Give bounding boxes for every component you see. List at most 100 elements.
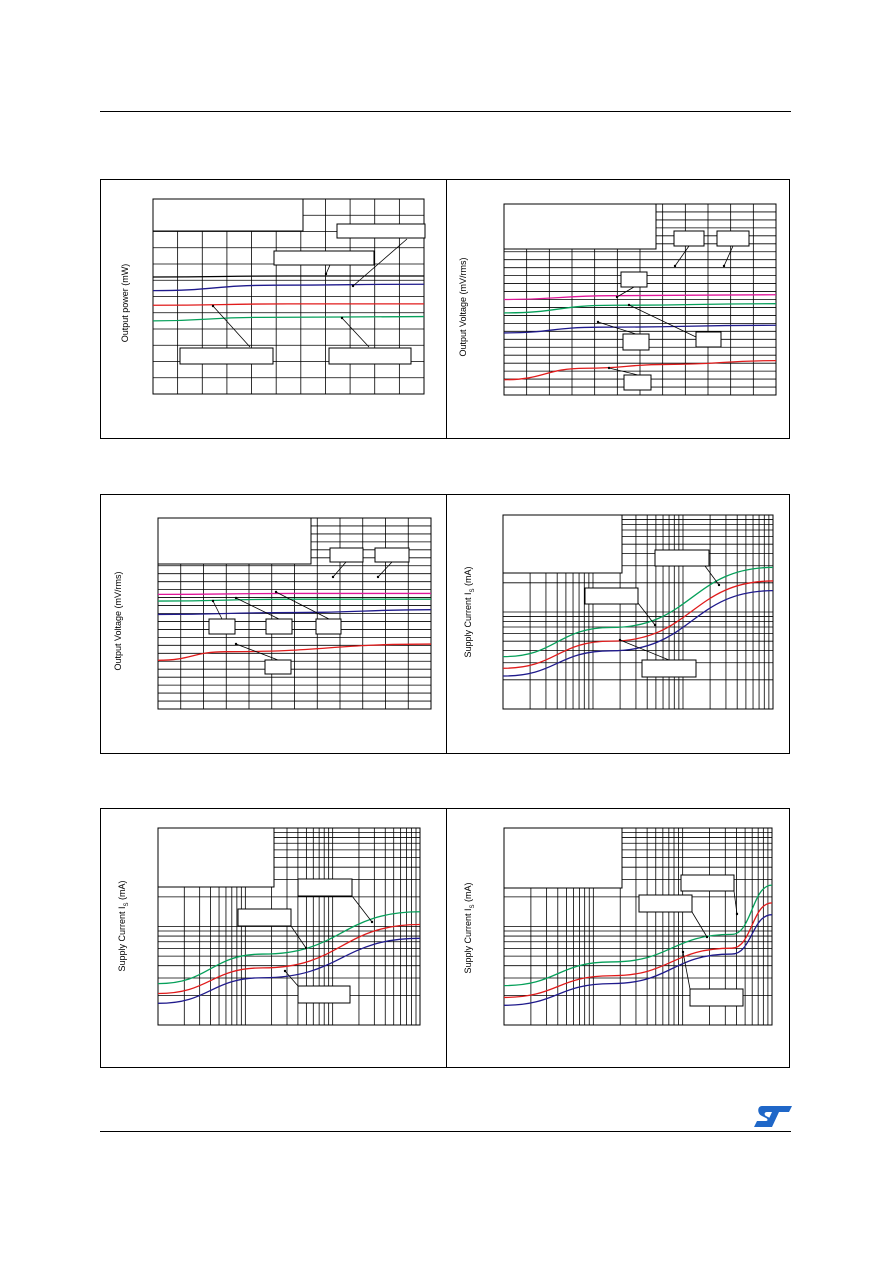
annotation-box bbox=[265, 618, 293, 635]
series-line-magenta bbox=[157, 592, 431, 596]
leader-line bbox=[608, 367, 639, 376]
y-axis-label-unit: (mA) bbox=[463, 882, 473, 904]
leader-tip bbox=[618, 638, 622, 642]
plot-frame bbox=[157, 827, 421, 1026]
series-line-green bbox=[157, 911, 421, 985]
annotation-box bbox=[208, 618, 236, 635]
leader-line bbox=[723, 245, 734, 267]
series-line-blue bbox=[502, 590, 774, 677]
annotation-box bbox=[179, 347, 274, 365]
leader-line bbox=[290, 925, 307, 949]
leader-line bbox=[332, 561, 347, 578]
leader-line bbox=[704, 565, 720, 586]
annotation-box bbox=[680, 874, 735, 892]
y-axis-label-unit: (mA) bbox=[117, 880, 127, 902]
annotation-box bbox=[641, 659, 697, 678]
y-axis-label-text: Supply Current I bbox=[463, 592, 473, 657]
annotation-box bbox=[315, 618, 342, 635]
annotation-box bbox=[695, 331, 722, 348]
annotation-box bbox=[673, 230, 705, 247]
annotation-box bbox=[237, 908, 292, 927]
series-line-blue bbox=[503, 324, 777, 334]
chart-output-voltage-b: Output Voltage (mV/rms) bbox=[113, 517, 432, 710]
y-axis-label-subscript: S bbox=[470, 904, 476, 908]
series-line-red bbox=[157, 643, 432, 661]
annotation-box bbox=[584, 587, 639, 605]
series-line-red bbox=[152, 303, 424, 306]
leader-tip bbox=[324, 272, 328, 276]
leader-tip bbox=[681, 950, 685, 954]
leader-line bbox=[235, 597, 280, 620]
leader-tip bbox=[274, 590, 278, 594]
leader-line bbox=[691, 911, 708, 938]
leader-tip bbox=[351, 284, 355, 288]
leader-line bbox=[325, 264, 331, 275]
leader-tip bbox=[376, 575, 380, 579]
annotation-box bbox=[329, 547, 364, 563]
annotation-box bbox=[620, 271, 648, 288]
chart-supply-current-a: Supply Current IS (mA) bbox=[463, 514, 774, 710]
leader-tip bbox=[653, 623, 657, 627]
y-axis-label-unit: (mA) bbox=[463, 566, 473, 588]
figure-row-3 bbox=[100, 808, 790, 1068]
leader-line bbox=[275, 591, 330, 620]
legend-box bbox=[503, 203, 657, 250]
y-axis-label: Output Voltage (mV/rms) bbox=[113, 571, 123, 670]
leader-line bbox=[284, 970, 299, 987]
figure-row-2 bbox=[100, 494, 790, 754]
annotation-box bbox=[328, 347, 412, 365]
leader-tip bbox=[304, 946, 308, 950]
y-axis-label-text: Output power (mW) bbox=[120, 264, 130, 343]
annotation-box bbox=[273, 250, 375, 266]
series-line-blue bbox=[503, 914, 773, 1006]
annotation-box bbox=[716, 230, 750, 247]
y-axis-label: Supply Current IS (mA) bbox=[463, 882, 476, 973]
series-line-magenta bbox=[503, 294, 777, 301]
y-axis-label-text: Output Voltage (mV/rms) bbox=[458, 257, 468, 356]
leader-line bbox=[212, 305, 251, 348]
annotation-box bbox=[336, 223, 426, 239]
figure-row-1 bbox=[100, 179, 790, 439]
leader-line bbox=[235, 643, 279, 661]
leader-tip bbox=[211, 599, 215, 603]
y-axis-label-text: Output Voltage (mV/rms) bbox=[113, 571, 123, 670]
y-axis-label: Output Voltage (mV/rms) bbox=[458, 257, 468, 356]
leader-line bbox=[341, 317, 370, 348]
legend-box bbox=[503, 827, 623, 889]
series-line-green bbox=[503, 303, 777, 314]
chart-output-voltage-a: Output Voltage (mV/rms) bbox=[458, 203, 777, 396]
plot-frame bbox=[152, 198, 425, 395]
leader-line bbox=[674, 245, 690, 267]
leader-tip bbox=[370, 920, 374, 924]
leader-line bbox=[597, 321, 637, 335]
leader-line bbox=[619, 639, 670, 661]
annotation-box bbox=[654, 549, 710, 567]
row-divider bbox=[446, 809, 447, 1067]
series-line-red bbox=[502, 580, 774, 669]
leader-line bbox=[616, 286, 635, 298]
leader-tip bbox=[283, 969, 287, 973]
leader-tip bbox=[735, 912, 739, 916]
series-line-red bbox=[503, 359, 777, 381]
plot-frame bbox=[503, 827, 773, 1026]
series-line-blue bbox=[152, 283, 425, 292]
leader-tip bbox=[211, 304, 215, 308]
annotation-box bbox=[622, 333, 650, 351]
header-rule bbox=[100, 111, 791, 112]
chart-supply-current-b: Supply Current IS (mA) bbox=[117, 827, 421, 1026]
series-line-green bbox=[503, 884, 773, 987]
series-line-green bbox=[152, 315, 425, 322]
series-line-blue bbox=[157, 609, 432, 616]
leader-line bbox=[682, 951, 691, 990]
leader-tip bbox=[627, 303, 631, 307]
series-line-red bbox=[503, 902, 773, 999]
leader-tip bbox=[673, 264, 677, 268]
series-line-blue bbox=[157, 937, 421, 1004]
plot-frame bbox=[502, 514, 774, 710]
legend-box bbox=[157, 827, 275, 888]
y-axis-label: Output power (mW) bbox=[120, 264, 130, 343]
leader-tip bbox=[717, 583, 721, 587]
annotation-box bbox=[689, 988, 744, 1007]
annotation-box bbox=[297, 985, 351, 1004]
series-line-black bbox=[152, 275, 424, 278]
